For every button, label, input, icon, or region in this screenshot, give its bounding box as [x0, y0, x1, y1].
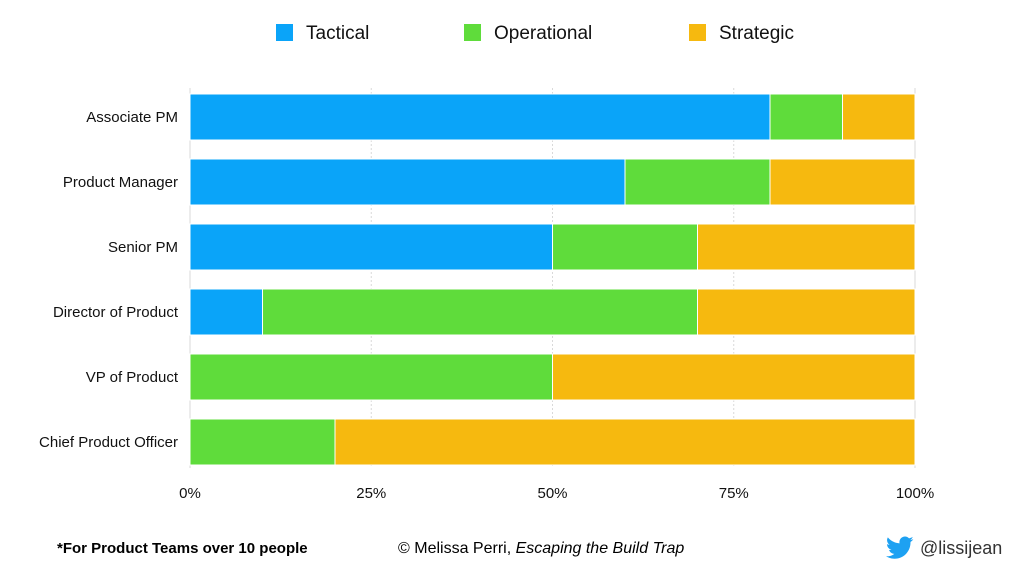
bar-tactical-3: [189, 288, 263, 336]
bar-strategic-0: [842, 93, 916, 141]
bar-operational-0: [769, 93, 843, 141]
bar-strategic-4: [552, 353, 916, 401]
bar-operational-3: [262, 288, 698, 336]
x-tick-label-75: 75%: [719, 485, 749, 502]
bar-operational-4: [189, 353, 553, 401]
x-tick-label-0: 0%: [179, 485, 201, 502]
bar-tactical-2: [189, 223, 553, 271]
bar-strategic-3: [697, 288, 916, 336]
bar-tactical-0: [189, 93, 771, 141]
bar-operational-2: [552, 223, 698, 271]
legend-swatch-strategic: [689, 24, 706, 41]
legend-label-operational: Operational: [494, 23, 592, 44]
legend-swatch-tactical: [276, 24, 293, 41]
category-label-1: Product Manager: [63, 174, 178, 191]
category-label-0: Associate PM: [86, 109, 178, 126]
category-label-3: Director of Product: [53, 304, 179, 321]
x-tick-label-25: 25%: [356, 485, 386, 502]
twitter-handle-block: @lissijean: [886, 536, 1002, 560]
bar-strategic-1: [769, 158, 916, 206]
stacked-bar-chart: Associate PM Product Manager Senior PM Dire…: [39, 23, 934, 502]
category-label-5: Chief Product Officer: [39, 434, 178, 451]
legend-swatch-operational: [464, 24, 481, 41]
credit-author: © Melissa Perri,: [398, 540, 516, 557]
x-tick-label-100: 100%: [896, 485, 934, 502]
copyright-credit: © Melissa Perri, Escaping the Build Trap: [398, 540, 684, 558]
twitter-handle: @lissijean: [920, 537, 1003, 558]
bar-operational-1: [624, 158, 771, 206]
legend-label-tactical: Tactical: [306, 23, 369, 44]
credit-book-title: Escaping the Build Trap: [515, 540, 685, 557]
bar-operational-5: [189, 418, 336, 466]
category-label-2: Senior PM: [108, 239, 178, 256]
legend-label-strategic: Strategic: [719, 23, 794, 44]
x-tick-label-50: 50%: [537, 485, 567, 502]
bar-strategic-5: [334, 418, 916, 466]
footnote: *For Product Teams over 10 people: [57, 540, 308, 557]
bar-strategic-2: [697, 223, 916, 271]
category-label-4: VP of Product: [86, 369, 179, 386]
bar-tactical-1: [189, 158, 626, 206]
twitter-bird-icon: [886, 536, 914, 559]
